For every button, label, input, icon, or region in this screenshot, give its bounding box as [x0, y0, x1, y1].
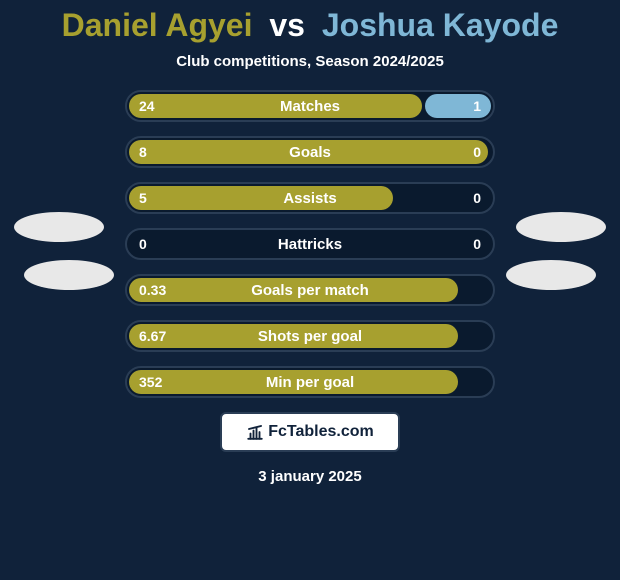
- player2-name: Joshua Kayode: [322, 7, 559, 43]
- club-logo-placeholder-right: [516, 212, 606, 242]
- stat-row: 80Goals: [125, 136, 495, 168]
- stat-row: 0.33Goals per match: [125, 274, 495, 306]
- date-caption: 3 january 2025: [0, 468, 620, 485]
- bar-chart-icon: [246, 423, 264, 441]
- stat-label: Goals per match: [125, 274, 495, 306]
- stat-row: 00Hattricks: [125, 228, 495, 260]
- source-logo-text: FcTables.com: [268, 423, 374, 441]
- club-logo-placeholder-left: [14, 212, 104, 242]
- club-logo-placeholder-right: [506, 260, 596, 290]
- stat-label: Hattricks: [125, 228, 495, 260]
- stat-label: Assists: [125, 182, 495, 214]
- comparison-card: Daniel Agyei vs Joshua Kayode Club compe…: [0, 0, 620, 580]
- stat-label: Shots per goal: [125, 320, 495, 352]
- stat-row: 352Min per goal: [125, 366, 495, 398]
- subtitle: Club competitions, Season 2024/2025: [0, 53, 620, 70]
- page-title: Daniel Agyei vs Joshua Kayode: [0, 8, 620, 43]
- club-logo-placeholder-left: [24, 260, 114, 290]
- stat-label: Min per goal: [125, 366, 495, 398]
- title-vs: vs: [269, 7, 305, 43]
- player1-name: Daniel Agyei: [62, 7, 253, 43]
- stat-row: 50Assists: [125, 182, 495, 214]
- stat-label: Goals: [125, 136, 495, 168]
- stat-row: 241Matches: [125, 90, 495, 122]
- stat-label: Matches: [125, 90, 495, 122]
- stats-arena: 241Matches 80Goals 50Assists 00Hattricks 0.3…: [0, 90, 620, 398]
- source-logo: FcTables.com: [220, 412, 400, 452]
- stat-row: 6.67Shots per goal: [125, 320, 495, 352]
